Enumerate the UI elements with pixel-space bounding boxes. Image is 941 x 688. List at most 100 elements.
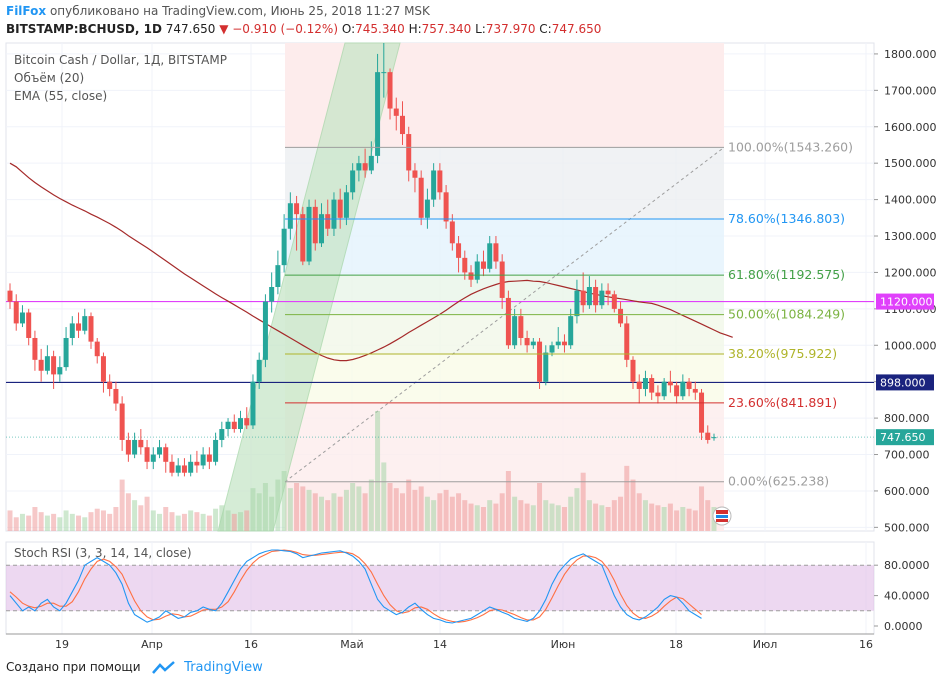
price-change: −0.910 (−0.12%) bbox=[232, 22, 339, 36]
horizontal-lines bbox=[6, 300, 874, 438]
time-tick-label: 16 bbox=[859, 638, 873, 651]
volume-bar bbox=[238, 512, 244, 531]
candle-body bbox=[636, 381, 642, 389]
time-tick-label: Май bbox=[340, 638, 363, 651]
volume-bar bbox=[418, 486, 424, 531]
candle-body bbox=[100, 356, 106, 382]
footer-brand[interactable]: TradingView bbox=[184, 660, 263, 675]
candle-body bbox=[194, 461, 200, 466]
candle-body bbox=[418, 177, 424, 218]
candle-body bbox=[642, 378, 648, 389]
flag-icon[interactable] bbox=[712, 506, 732, 526]
stoch-tick-label: 40.0000 bbox=[884, 590, 930, 603]
close-label: C: bbox=[539, 22, 552, 36]
volume-bar bbox=[337, 496, 343, 531]
candle-body bbox=[661, 381, 667, 397]
volume-bar bbox=[138, 505, 144, 531]
volume-bar bbox=[505, 471, 511, 531]
candle-body bbox=[119, 403, 125, 440]
candle-body bbox=[26, 312, 32, 338]
candle-body bbox=[206, 454, 212, 462]
candle-body bbox=[107, 381, 113, 389]
candle-body bbox=[150, 454, 156, 462]
candle-body bbox=[480, 261, 486, 269]
candle-body bbox=[19, 312, 25, 324]
volume-bar bbox=[200, 513, 206, 531]
candle-body bbox=[76, 323, 82, 331]
candle-body bbox=[387, 72, 393, 109]
volume-bar bbox=[287, 488, 293, 531]
volume-bar bbox=[262, 483, 268, 531]
low-value: 737.970 bbox=[485, 22, 536, 36]
chart-header: FilFox опубликовано на TradingView.com, … bbox=[0, 0, 941, 42]
volume-bar bbox=[618, 496, 624, 531]
volume-bar bbox=[300, 486, 306, 531]
volume-bar bbox=[194, 512, 200, 531]
candle-body bbox=[699, 392, 705, 433]
fib-level-label: 50.00%(1084.249) bbox=[728, 307, 845, 322]
volume-bar bbox=[169, 512, 175, 531]
price-label-box bbox=[876, 293, 934, 310]
candle-body bbox=[337, 199, 343, 218]
volume-bar bbox=[163, 507, 169, 531]
publish-line: FilFox опубликовано на TradingView.com, … bbox=[6, 4, 430, 18]
volume-bar bbox=[412, 489, 418, 531]
volume-bar bbox=[206, 515, 212, 531]
price-axis[interactable]: 1800.000 1700.000 1600.000 1500.000 1400.000… bbox=[874, 48, 937, 534]
volume-bar bbox=[319, 496, 324, 531]
volume-bar bbox=[686, 508, 692, 531]
candle-body bbox=[244, 418, 250, 426]
footer: Создано при помощи TradingView bbox=[6, 660, 263, 675]
candle-body bbox=[219, 429, 225, 440]
fib-level-label: 23.60%(841.891) bbox=[728, 395, 837, 410]
volume-bar bbox=[19, 513, 25, 531]
candle-body bbox=[368, 155, 374, 171]
price-tick-label: 800.000 bbox=[884, 412, 930, 425]
high-label: H: bbox=[408, 22, 422, 36]
volume-bar bbox=[231, 513, 237, 531]
volume-bar bbox=[356, 486, 362, 531]
candle-body bbox=[674, 385, 680, 397]
candle-body bbox=[692, 388, 698, 393]
candle-body bbox=[667, 381, 673, 386]
candle-body bbox=[113, 388, 119, 404]
volume-bar bbox=[32, 507, 38, 531]
volume-bar bbox=[76, 515, 82, 531]
candle-body bbox=[505, 297, 511, 346]
volume-bar bbox=[312, 493, 318, 531]
fib-zone-band bbox=[285, 402, 724, 482]
candle-body bbox=[231, 421, 237, 430]
time-axis[interactable]: 19 Апр 16 Май 14 Июн 18 Июл 16 bbox=[6, 633, 874, 651]
time-tick-label: Июн bbox=[551, 638, 576, 651]
volume-bar bbox=[94, 508, 100, 531]
candle-body bbox=[250, 381, 256, 426]
volume-bar bbox=[561, 507, 567, 531]
candle-body bbox=[580, 290, 586, 306]
candle-body bbox=[412, 170, 418, 178]
time-tick-label: Июл bbox=[753, 638, 778, 651]
volume-bar bbox=[456, 493, 462, 531]
fib-level-label: 38.20%(975.922) bbox=[728, 346, 837, 361]
volume-bar bbox=[537, 483, 543, 531]
volume-bar bbox=[213, 508, 219, 531]
volume-bar bbox=[100, 510, 106, 531]
volume-bar bbox=[493, 503, 499, 531]
candle-body bbox=[524, 337, 530, 346]
volume-bar bbox=[705, 500, 711, 531]
stoch-tick-label: 0.0000 bbox=[884, 620, 923, 633]
author-name[interactable]: FilFox bbox=[6, 4, 47, 18]
candle-body bbox=[88, 316, 94, 342]
candle-body bbox=[294, 203, 300, 215]
candle-body bbox=[431, 170, 437, 200]
candle-body bbox=[300, 214, 306, 262]
volume-bar bbox=[107, 513, 113, 531]
volume-bar bbox=[275, 479, 281, 531]
price-label: 898.000 bbox=[880, 376, 926, 389]
price-chart[interactable]: 100.00%(1543.260) 78.60%(1346.803) 61.80%(… bbox=[0, 0, 941, 660]
candle-body bbox=[605, 290, 611, 295]
candle-body bbox=[512, 316, 518, 346]
candle-body bbox=[225, 421, 231, 430]
volume-bar bbox=[487, 500, 493, 531]
price-tick-label: 1000.000 bbox=[884, 339, 937, 352]
candle-body bbox=[499, 261, 505, 298]
